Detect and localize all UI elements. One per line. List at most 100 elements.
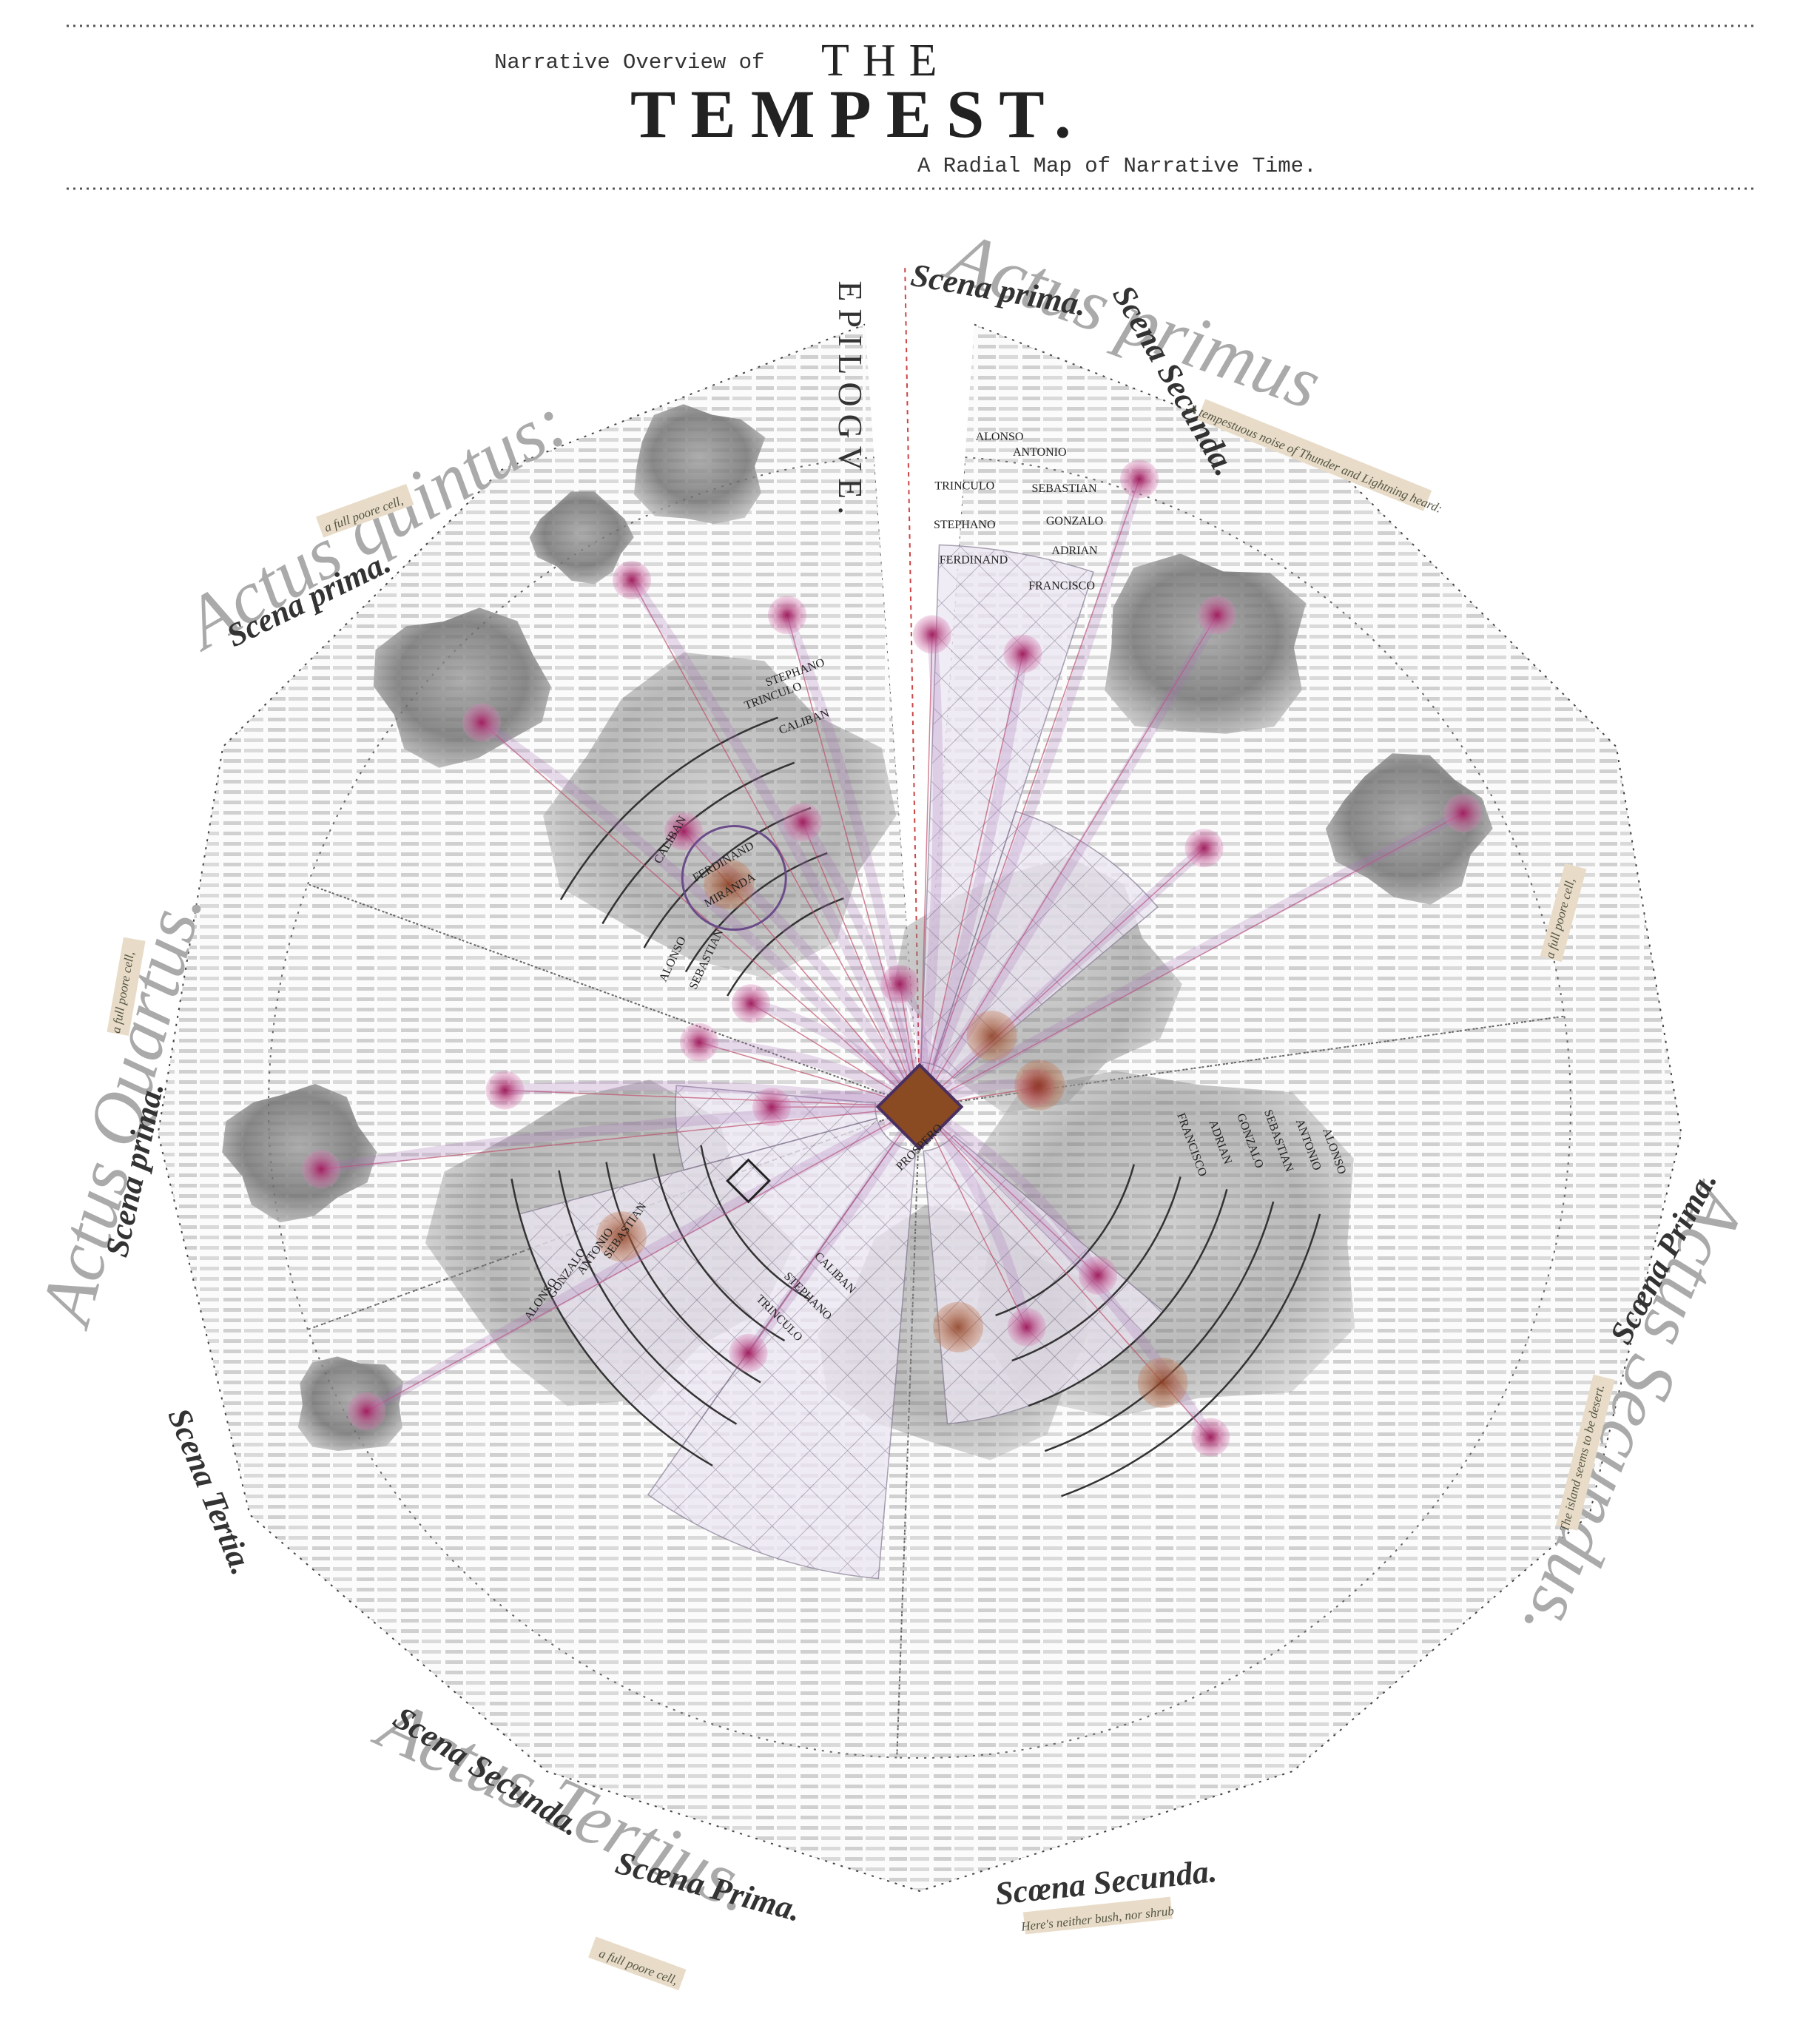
event-dot bbox=[302, 1150, 340, 1189]
texture-blob bbox=[222, 1083, 377, 1223]
hatched-wedge bbox=[647, 1142, 917, 1580]
quote-tag bbox=[1555, 1374, 1615, 1531]
quote-tag bbox=[315, 483, 414, 538]
texture-blob bbox=[373, 607, 551, 768]
quote-tag bbox=[107, 937, 146, 1036]
time-arc bbox=[558, 1170, 738, 1425]
time-arc bbox=[559, 716, 778, 900]
time-arc bbox=[727, 897, 844, 997]
thread bbox=[786, 615, 920, 1108]
time-arc bbox=[1061, 1213, 1321, 1498]
hatched-wedge bbox=[920, 544, 1094, 1065]
time-arc bbox=[995, 1164, 1135, 1317]
thread bbox=[802, 821, 920, 1108]
event-dot bbox=[664, 812, 703, 851]
act-label: EPILOGVE. bbox=[832, 280, 869, 522]
thread bbox=[320, 1106, 920, 1170]
character-name: SEBASTIAN bbox=[1031, 482, 1096, 495]
thread bbox=[919, 479, 1140, 1108]
thread bbox=[919, 1106, 1028, 1328]
focus-ring bbox=[681, 825, 787, 931]
event-dot bbox=[752, 1088, 791, 1127]
thread bbox=[698, 1042, 920, 1108]
event-dot bbox=[768, 596, 806, 635]
act-boundary bbox=[157, 323, 1682, 1893]
quote-tag bbox=[588, 1936, 687, 1991]
event-dot bbox=[1003, 634, 1042, 673]
event-dot bbox=[729, 1333, 768, 1372]
title-line: THE bbox=[821, 36, 951, 86]
rust-stain bbox=[1137, 1358, 1188, 1408]
scene-ring bbox=[306, 457, 921, 1108]
title-prefix: Narrative Overview of bbox=[494, 50, 764, 75]
marker-diamond bbox=[726, 1158, 771, 1204]
event-dot bbox=[913, 615, 951, 654]
thread bbox=[747, 1106, 920, 1354]
quote-tag bbox=[1540, 863, 1587, 963]
trail bbox=[743, 1102, 925, 1358]
thread bbox=[481, 721, 920, 1108]
event-dot bbox=[783, 803, 822, 842]
character-name: ALONSO bbox=[976, 431, 1024, 443]
scene-ring bbox=[918, 457, 1565, 1108]
rust-stain bbox=[596, 1211, 647, 1262]
rust-stain bbox=[704, 859, 755, 910]
rust-stain bbox=[1014, 1060, 1065, 1111]
time-arc bbox=[1028, 1188, 1228, 1407]
event-dot bbox=[680, 1023, 718, 1062]
trail bbox=[914, 648, 1028, 1112]
time-arc bbox=[653, 1153, 786, 1342]
thread bbox=[750, 1003, 920, 1108]
thread bbox=[919, 1106, 1099, 1276]
event-dot bbox=[485, 1071, 525, 1110]
time-arc bbox=[1044, 1201, 1275, 1452]
time-arc bbox=[700, 1145, 809, 1300]
rust-stain bbox=[966, 1011, 1017, 1061]
trail bbox=[499, 1080, 925, 1112]
event-dot bbox=[613, 561, 651, 599]
title-main: TEMPEST. bbox=[630, 76, 1086, 152]
epilogue-axis bbox=[904, 263, 920, 1108]
thread bbox=[919, 847, 1205, 1108]
event-dot bbox=[347, 1392, 386, 1431]
trail bbox=[361, 1102, 925, 1417]
texture-blob bbox=[1105, 553, 1307, 734]
thread bbox=[365, 1106, 920, 1412]
event-dot bbox=[732, 984, 770, 1023]
epilogue-gap bbox=[860, 255, 980, 1085]
event-dot bbox=[1007, 1307, 1046, 1347]
quote-tag bbox=[1022, 1896, 1173, 1935]
character-name: ANTONIO bbox=[1013, 446, 1067, 459]
character-name: GONZALO bbox=[1046, 515, 1103, 528]
rust-stain bbox=[933, 1301, 983, 1352]
character-name: FRANCISCO bbox=[1028, 579, 1095, 592]
trail bbox=[914, 808, 1469, 1112]
character-name: FERDINAND bbox=[940, 553, 1008, 566]
event-dot bbox=[1120, 459, 1159, 499]
event-dot bbox=[880, 965, 920, 1003]
character-name: STEPHANO bbox=[934, 519, 996, 531]
event-dot bbox=[1079, 1256, 1117, 1295]
thread bbox=[919, 653, 1024, 1108]
thread bbox=[919, 634, 933, 1108]
event-dot bbox=[1443, 794, 1483, 832]
thread bbox=[919, 812, 1463, 1108]
thread bbox=[505, 1089, 920, 1108]
trail bbox=[782, 610, 925, 1112]
event-dot bbox=[462, 703, 501, 742]
time-arc bbox=[510, 1179, 713, 1467]
character-name: TRINCULO bbox=[934, 480, 994, 493]
trail bbox=[914, 1102, 1103, 1281]
character-name: ADRIAN bbox=[1051, 545, 1098, 557]
scene-label: Scœna Secunda. bbox=[994, 1853, 1219, 1912]
texture-blob bbox=[633, 404, 766, 525]
trail bbox=[798, 817, 925, 1112]
trail bbox=[476, 717, 925, 1112]
texture-blob bbox=[529, 491, 634, 585]
event-dot bbox=[1198, 596, 1236, 635]
time-arc bbox=[1011, 1176, 1182, 1362]
texture-blob bbox=[543, 652, 897, 979]
